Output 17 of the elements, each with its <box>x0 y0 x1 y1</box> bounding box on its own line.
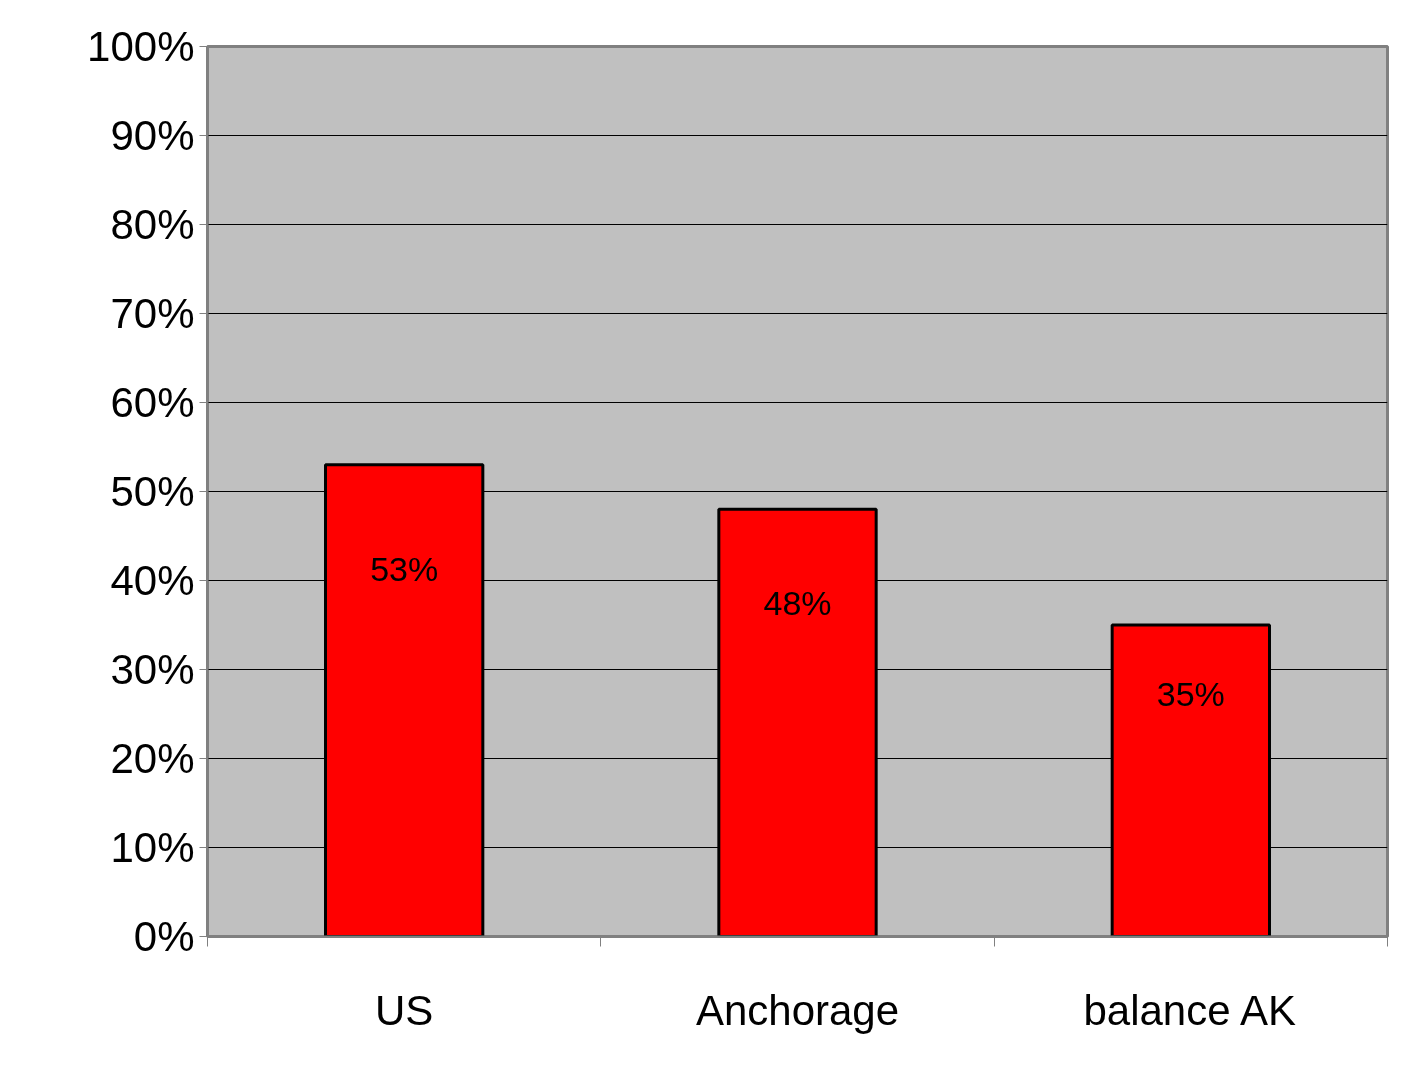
y-tick-label: 60% <box>110 379 195 426</box>
y-tick-label: 10% <box>110 824 195 871</box>
data-label: 35% <box>1156 674 1225 713</box>
y-tick-label: 0% <box>133 913 195 960</box>
x-tick-label: US <box>374 986 434 1034</box>
x-tick-label: Anchorage <box>695 986 900 1034</box>
x-tick-label: balance AK <box>1083 986 1296 1034</box>
y-tick-label: 100% <box>87 23 195 70</box>
y-tick-label: 70% <box>110 290 195 337</box>
y-tick-label: 30% <box>110 646 195 693</box>
data-label: 48% <box>763 584 832 623</box>
y-tick-label: 40% <box>110 557 195 604</box>
data-label: 53% <box>370 549 439 588</box>
y-tick-label: 50% <box>110 468 195 515</box>
y-tick-label: 90% <box>110 112 195 159</box>
y-tick-label: 20% <box>110 735 195 782</box>
y-tick-label: 80% <box>110 201 195 248</box>
